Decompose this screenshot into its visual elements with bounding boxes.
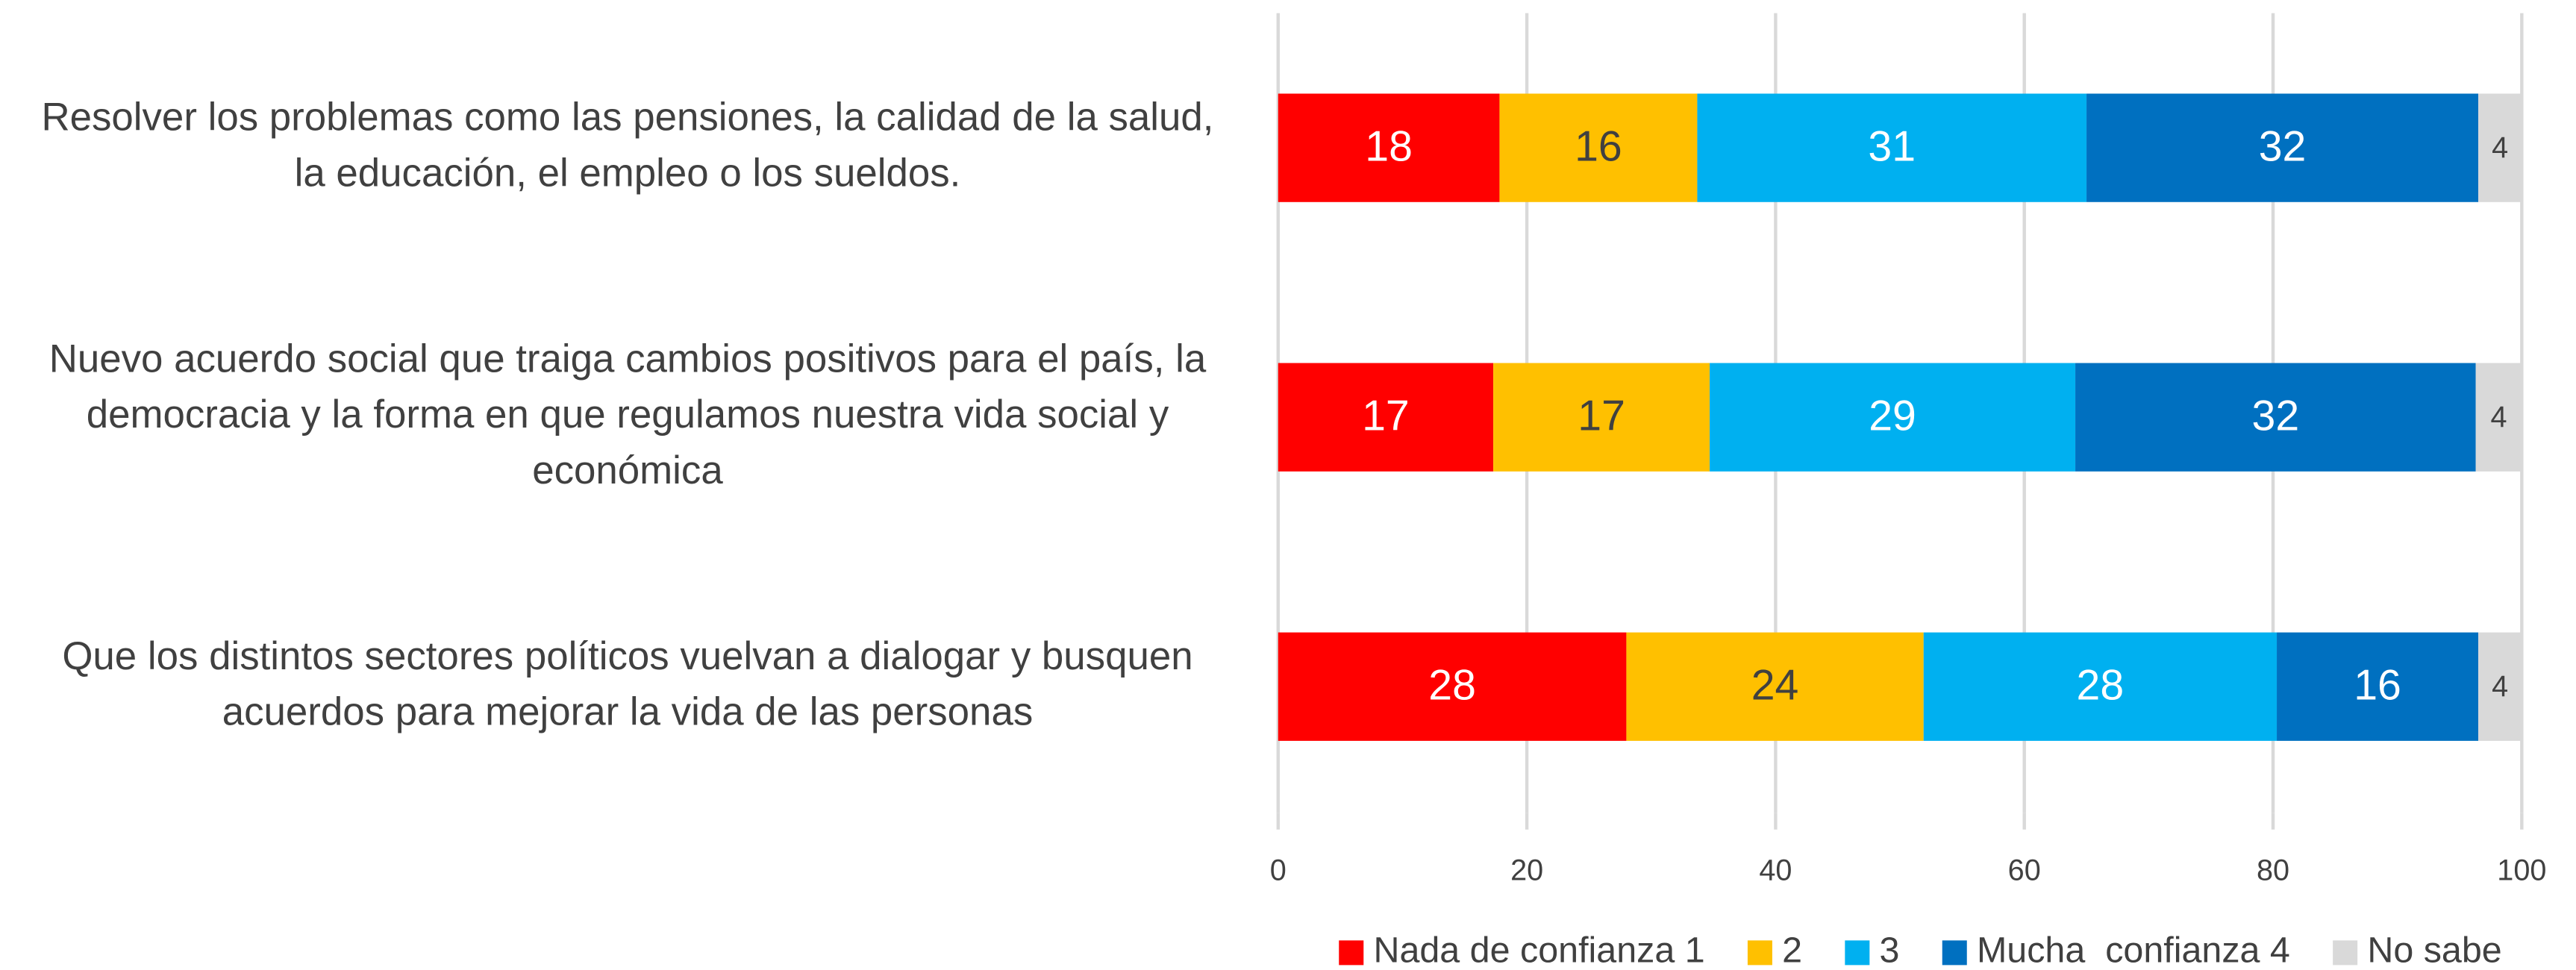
category-label: Nuevo acuerdo social que traiga cambios … bbox=[49, 337, 1207, 381]
legend-swatch bbox=[1339, 940, 1364, 966]
data-label: 31 bbox=[1868, 122, 1916, 170]
x-tick-label: 20 bbox=[1510, 854, 1543, 886]
legend-label: Mucha confianza 4 bbox=[1977, 930, 2290, 970]
category-label: acuerdos para mejorar la vida de las per… bbox=[222, 690, 1034, 734]
x-tick-label: 100 bbox=[2497, 854, 2546, 886]
legend-label: 3 bbox=[1880, 930, 1900, 970]
x-tick-label: 80 bbox=[2257, 854, 2289, 886]
x-tick-label: 60 bbox=[2008, 854, 2041, 886]
bar-segment bbox=[2277, 632, 2479, 741]
legend-label: 2 bbox=[1782, 930, 1802, 970]
data-label: 4 bbox=[2492, 131, 2508, 164]
data-label: 28 bbox=[1428, 662, 1476, 710]
data-label: 16 bbox=[1575, 122, 1622, 170]
bar-segment bbox=[2478, 93, 2522, 202]
bar-segment bbox=[1499, 93, 1698, 202]
bar-segment bbox=[2478, 632, 2522, 741]
data-label: 17 bbox=[1578, 392, 1625, 440]
data-label: 18 bbox=[1365, 122, 1413, 170]
category-label: democracia y la forma en que regulamos n… bbox=[87, 392, 1169, 436]
bar-segment bbox=[1493, 363, 1710, 472]
category-label: la educación, el empleo o los sueldos. bbox=[295, 151, 961, 195]
data-label: 28 bbox=[2077, 662, 2125, 710]
x-tick-label: 40 bbox=[1759, 854, 1792, 886]
data-label: 17 bbox=[1362, 392, 1410, 440]
data-label: 32 bbox=[2252, 392, 2300, 440]
data-label: 32 bbox=[2259, 122, 2307, 170]
category-label: económica bbox=[532, 448, 723, 492]
bar-segment bbox=[1923, 632, 2278, 741]
bar-segment bbox=[1278, 632, 1627, 741]
data-label: 24 bbox=[1751, 662, 1799, 710]
legend-swatch bbox=[1747, 940, 1772, 966]
category-label: Que los distintos sectores políticos vue… bbox=[62, 634, 1192, 678]
bar-segment bbox=[1697, 93, 2087, 202]
category-label: Resolver los problemas como las pensione… bbox=[41, 96, 1213, 140]
bar-segment bbox=[2086, 93, 2479, 202]
bar-segment bbox=[1710, 363, 2076, 472]
bar-segment bbox=[2075, 363, 2476, 472]
data-label: 4 bbox=[2490, 401, 2507, 434]
bar-segment bbox=[1278, 363, 1494, 472]
legend-label: Nada de confianza 1 bbox=[1373, 930, 1704, 970]
bar-segment bbox=[1626, 632, 1924, 741]
bar-segment bbox=[2475, 363, 2522, 472]
legend-swatch bbox=[1942, 940, 1967, 966]
data-label: 4 bbox=[2492, 670, 2508, 703]
bar-segment bbox=[1278, 93, 1500, 202]
legend-swatch bbox=[2333, 940, 2358, 966]
x-tick-label: 0 bbox=[1270, 854, 1287, 886]
legend-label: No sabe bbox=[2367, 930, 2501, 970]
data-label: 16 bbox=[2354, 662, 2401, 710]
data-label: 29 bbox=[1869, 392, 1916, 440]
legend-swatch bbox=[1845, 940, 1870, 966]
